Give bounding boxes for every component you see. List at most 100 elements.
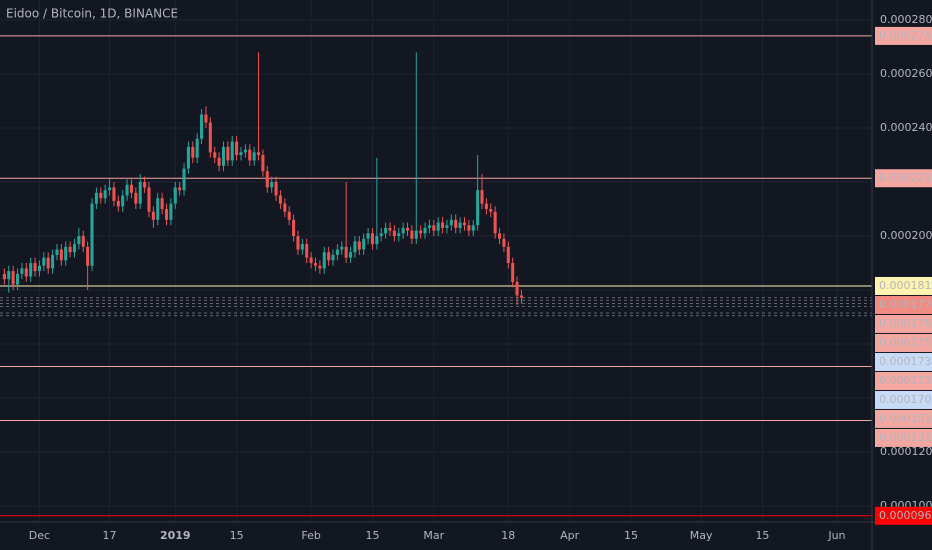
candle-body	[305, 244, 309, 258]
level-label-bg	[875, 333, 932, 352]
level-label: 0.0001317	[879, 431, 932, 444]
candle-body	[344, 246, 348, 258]
candle-body	[340, 246, 344, 250]
candle-body	[511, 263, 515, 282]
candle-body	[313, 263, 318, 266]
candle-body	[423, 227, 427, 234]
candle-body	[296, 236, 300, 250]
x-tick-label: May	[690, 529, 713, 542]
level-label-bg	[875, 390, 932, 409]
candle-body	[318, 265, 322, 269]
candle-body	[24, 268, 28, 277]
level-label: 0.0001772	[879, 298, 932, 311]
candle-body	[362, 238, 366, 250]
level-label: 0.0001739	[879, 355, 932, 368]
candle-body	[51, 254, 55, 269]
candle-body	[441, 222, 445, 228]
candle-body	[64, 246, 68, 261]
candle-body	[397, 233, 401, 237]
level-label: 0.0002741	[879, 29, 932, 42]
candle-body	[274, 182, 278, 196]
x-tick-label: Apr	[560, 529, 580, 542]
candle-body	[90, 203, 94, 266]
candle-body	[239, 152, 243, 156]
candles	[2, 52, 523, 305]
level-label-bg	[875, 276, 932, 295]
candle-body	[493, 211, 497, 234]
candle-body	[204, 114, 208, 123]
candle-body	[432, 225, 436, 231]
level-label: 0.0001762	[879, 317, 932, 330]
candle-body	[213, 152, 217, 158]
candle-body	[164, 209, 169, 220]
x-tick-label: Dec	[29, 529, 50, 542]
level-labels: 0.0002741 0.0002214 0.0001815 0.0001772 0.00…	[875, 26, 932, 525]
candle-body	[519, 295, 523, 298]
candle-body	[138, 182, 142, 204]
candle-body	[243, 149, 247, 153]
x-tick-label: 15	[230, 529, 244, 542]
x-tick-label: 15	[365, 529, 379, 542]
level-label-bg	[875, 428, 932, 447]
candle-body	[29, 263, 33, 277]
candle-body	[270, 182, 274, 188]
candle-body	[384, 227, 388, 234]
candle-body	[278, 195, 282, 204]
level-label-bg	[875, 506, 932, 525]
candle-body	[327, 252, 331, 261]
candle-body	[11, 271, 15, 285]
candle-body	[256, 152, 261, 156]
candle-body	[476, 190, 480, 226]
candle-body	[191, 146, 195, 158]
candle-body	[287, 211, 291, 220]
candle-body	[195, 138, 199, 158]
candle-body	[252, 152, 256, 161]
level-label-bg	[875, 314, 932, 333]
candle-body	[506, 246, 510, 264]
candle-body	[388, 227, 392, 231]
candle-body	[2, 273, 6, 280]
candle-body	[309, 257, 313, 264]
x-tick-label: Jun	[827, 529, 845, 542]
candle-body	[300, 244, 304, 250]
candle-body	[419, 230, 423, 234]
candle-body	[502, 238, 506, 247]
candle-body	[230, 141, 234, 161]
candle-body	[86, 246, 90, 266]
candle-body	[226, 146, 230, 161]
level-label-bg	[875, 352, 932, 371]
candle-body	[331, 254, 335, 261]
candle-body	[458, 222, 462, 228]
candle-body	[208, 122, 212, 153]
x-tick-label: 18	[501, 529, 515, 542]
candle-body	[489, 209, 493, 212]
candle-body	[68, 246, 72, 253]
candle-body	[37, 265, 41, 272]
candle-body	[484, 203, 488, 210]
candle-body	[173, 187, 177, 204]
candle-body	[445, 225, 449, 228]
x-tick-label: 2019	[160, 529, 191, 542]
candle-body	[248, 149, 252, 161]
candle-body	[59, 249, 63, 261]
candle-body	[414, 230, 418, 239]
candle-body	[160, 198, 164, 210]
x-tick-label: 17	[103, 529, 117, 542]
candle-body	[99, 192, 103, 199]
candle-body	[108, 187, 112, 191]
level-label: 0.0000964	[879, 509, 932, 522]
candle-body	[427, 225, 431, 228]
candle-body	[72, 244, 77, 253]
candle-body	[335, 249, 339, 255]
level-label: 0.0001517	[879, 412, 932, 425]
level-label: 0.0002214	[879, 171, 932, 184]
candle-body	[515, 281, 519, 296]
candle-body	[436, 222, 440, 231]
